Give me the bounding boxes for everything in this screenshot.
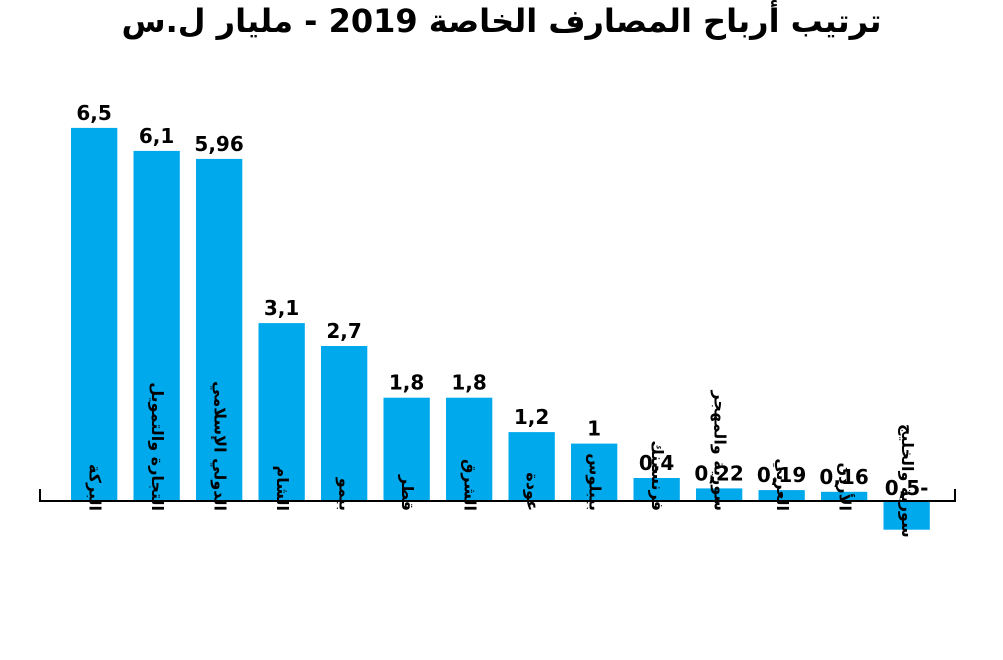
bar-value-label: 6,5 bbox=[76, 101, 111, 125]
category-label: فرنسبنك bbox=[648, 440, 667, 511]
bar-value-label: 5,96 bbox=[194, 132, 243, 156]
bar bbox=[258, 323, 305, 501]
category-label: عودة bbox=[523, 472, 542, 511]
category-label: الدولي الإسلامي bbox=[210, 381, 230, 511]
bar bbox=[571, 443, 618, 501]
bar bbox=[196, 158, 243, 501]
bar-value-label: 3,1 bbox=[264, 296, 299, 320]
bar bbox=[446, 397, 493, 501]
bar bbox=[696, 488, 743, 501]
bar-value-label: 0,4 bbox=[639, 451, 674, 475]
bar bbox=[821, 491, 868, 501]
bar-value-label: 2,7 bbox=[326, 319, 361, 343]
bar-value-label: 1,2 bbox=[514, 405, 549, 429]
bar bbox=[71, 127, 118, 502]
bar-value-label: 0,22 bbox=[694, 461, 743, 485]
bar-value-label: 1,8 bbox=[389, 371, 424, 395]
category-label: بيمو bbox=[336, 477, 355, 511]
chart-title: ترتيب أرباح المصارف الخاصة 2019 - مليار … bbox=[121, 2, 882, 40]
bar bbox=[383, 397, 430, 501]
category-label: قطر bbox=[398, 474, 417, 511]
bar-value-label: 6,1 bbox=[139, 124, 174, 148]
bar-value-label: 0,5- bbox=[885, 476, 929, 500]
bar bbox=[133, 150, 180, 501]
category-label: الأردن bbox=[836, 463, 855, 511]
category-label: سورية والمهجر bbox=[711, 390, 730, 511]
category-label: الشرق bbox=[461, 459, 480, 511]
bar bbox=[633, 478, 680, 501]
bar-value-label: 0,16 bbox=[819, 465, 868, 489]
bar-value-label: 0,19 bbox=[757, 463, 806, 487]
bar-value-label: 1 bbox=[587, 417, 601, 441]
bar bbox=[321, 346, 368, 501]
category-label: بيبلوس bbox=[586, 453, 605, 511]
bar bbox=[883, 501, 930, 530]
category-label: الشام bbox=[273, 465, 292, 511]
x-axis-line bbox=[39, 489, 956, 502]
category-label: التجارة والتمويل bbox=[148, 382, 167, 511]
bar bbox=[508, 432, 555, 501]
bar-value-label: 1,8 bbox=[451, 371, 486, 395]
bar bbox=[758, 490, 805, 501]
category-label: سورية والخليج bbox=[898, 424, 917, 538]
category-label: البركة bbox=[86, 464, 105, 511]
category-label: العربي bbox=[772, 458, 792, 511]
